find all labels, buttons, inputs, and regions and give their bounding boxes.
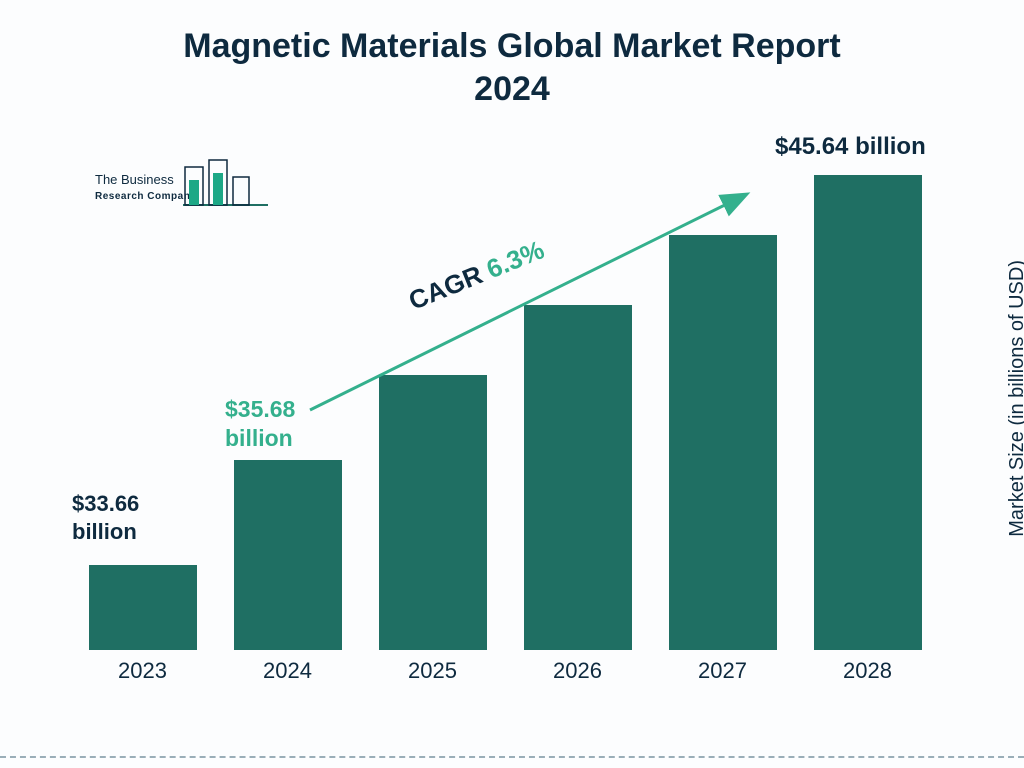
value-label: $33.66billion (72, 490, 139, 545)
value-label: $45.64 billion (775, 132, 926, 162)
y-axis-label: Market Size (in billions of USD) (1006, 260, 1024, 537)
bottom-divider (0, 756, 1024, 758)
value-label: $35.68billion (225, 395, 295, 453)
trend-arrow-icon (0, 0, 1024, 768)
